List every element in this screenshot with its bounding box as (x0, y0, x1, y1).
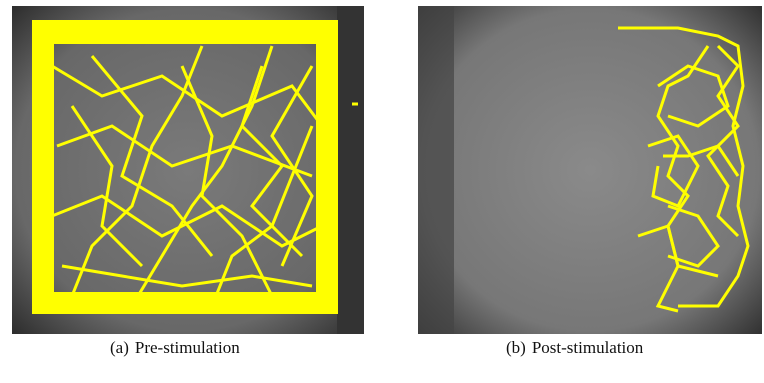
image-pre (12, 6, 364, 334)
caption-label: (b) (506, 338, 526, 357)
caption-b: (b) Post-stimulation (506, 338, 643, 358)
caption-text: Post-stimulation (532, 338, 643, 357)
caption-label: (a) (110, 338, 129, 357)
caption-text: Pre-stimulation (135, 338, 240, 357)
page: (a) Pre-stimulation (b) Post-stimulation (… (0, 0, 764, 383)
image-post (418, 6, 762, 334)
edge (418, 6, 454, 334)
caption-a: (a) Pre-stimulation (110, 338, 240, 358)
edge (337, 6, 364, 334)
background (418, 6, 762, 334)
